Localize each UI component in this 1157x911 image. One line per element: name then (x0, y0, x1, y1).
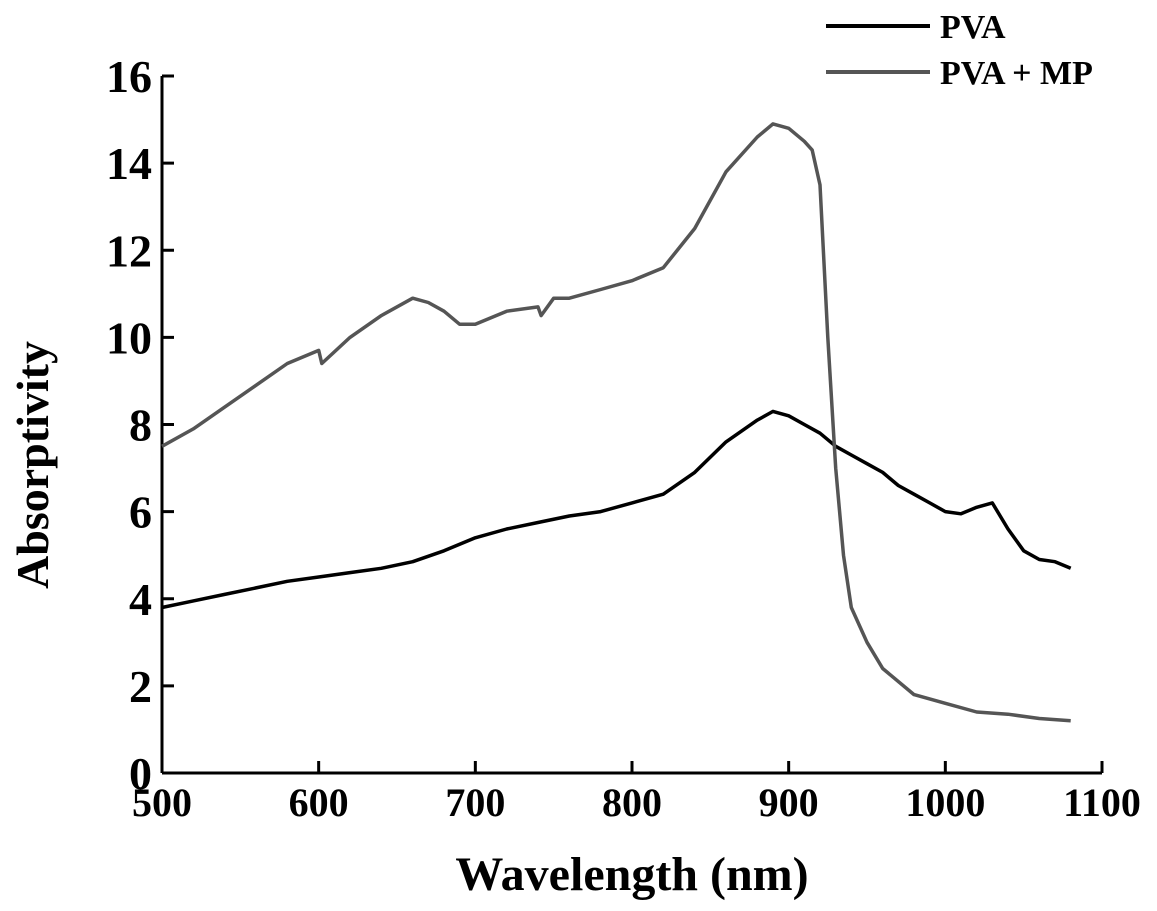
legend-label-2: PVA + MP (940, 55, 1093, 92)
y-tick-label: 12 (106, 225, 152, 276)
x-tick-label: 1100 (1063, 780, 1141, 825)
y-tick-label: 14 (106, 138, 152, 189)
y-tick-label: 16 (106, 51, 152, 102)
ticks: 0 2 4 6 8 10 12 14 16 500 600 700 800 900 1000 1100 (106, 51, 1141, 825)
axes (160, 76, 1102, 775)
x-tick-label: 800 (602, 780, 662, 825)
x-tick-label: 1000 (905, 780, 985, 825)
y-tick-label: 4 (129, 574, 152, 625)
x-tick-label: 700 (445, 780, 505, 825)
legend-label-1: PVA (940, 9, 1006, 46)
y-tick-label: 0 (129, 748, 152, 799)
x-axis-title: Wavelength (nm) (455, 848, 808, 901)
y-tick-label: 8 (129, 400, 152, 451)
x-tick-label: 900 (759, 780, 819, 825)
series-line-2 (161, 122, 1071, 723)
y-tick-label: 2 (129, 661, 152, 712)
series-line-1 (161, 409, 1072, 610)
y-tick-label: 10 (106, 312, 152, 363)
y-axis-title: Absorptivity (7, 341, 58, 589)
series-layer (161, 122, 1072, 723)
x-tick-label: 600 (289, 780, 349, 825)
y-tick-label: 6 (129, 487, 152, 538)
x-tick-label: 500 (132, 780, 192, 825)
legend: PVA PVA + MP (826, 9, 1093, 92)
